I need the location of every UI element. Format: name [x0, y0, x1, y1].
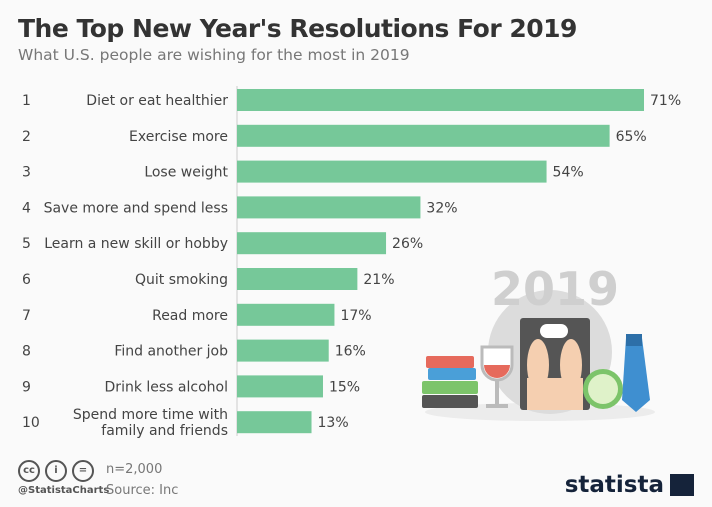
category-label: Find another job	[114, 344, 228, 360]
creative-commons-icons: cc i =	[18, 460, 94, 482]
resolutions-illustration: 2019	[422, 262, 655, 421]
value-label: 15%	[329, 379, 360, 395]
category-label: Read more	[152, 308, 228, 324]
value-label: 13%	[318, 415, 349, 431]
rank-label: 2	[22, 129, 31, 145]
bar	[237, 303, 335, 326]
chart-subtitle: What U.S. people are wishing for the mos…	[18, 46, 410, 64]
value-label: 71%	[650, 93, 681, 109]
rank-label: 6	[22, 272, 31, 288]
value-label: 17%	[340, 308, 371, 324]
bar	[237, 89, 644, 111]
year-2019-text: 2019	[491, 262, 619, 316]
bar	[237, 268, 358, 290]
by-icon: i	[45, 460, 67, 482]
value-label: 32%	[426, 200, 457, 216]
rank-label: 5	[22, 236, 31, 252]
value-label: 65%	[616, 129, 647, 145]
rank-label: 4	[22, 200, 31, 216]
category-label: family and friends	[101, 423, 228, 439]
category-label: Quit smoking	[135, 272, 228, 288]
value-label: 21%	[363, 272, 394, 288]
value-label: 54%	[553, 165, 584, 181]
category-label: Exercise more	[129, 129, 228, 145]
bar	[237, 160, 547, 183]
value-label: 26%	[392, 236, 423, 252]
source: Source: Inc	[106, 483, 179, 498]
rank-label: 9	[22, 379, 31, 395]
rank-label: 3	[22, 165, 31, 181]
chart-title: The Top New Year's Resolutions For 2019	[18, 14, 577, 43]
rank-label: 7	[22, 308, 31, 324]
rank-label: 1	[22, 93, 31, 109]
bar	[237, 411, 312, 434]
category-label: Diet or eat healthier	[86, 93, 228, 109]
value-label: 16%	[335, 344, 366, 360]
twitter-handle[interactable]: @StatistaCharts	[18, 485, 110, 496]
statista-logo[interactable]: statista	[565, 472, 694, 498]
rank-label: 8	[22, 344, 31, 360]
category-label: Drink less alcohol	[105, 379, 228, 395]
sample-size: n=2,000	[106, 462, 163, 477]
bar	[237, 375, 323, 398]
rank-label: 10	[22, 415, 40, 431]
category-label: Spend more time with	[73, 407, 228, 423]
bar	[237, 232, 387, 255]
cc-icon: cc	[18, 460, 40, 482]
nd-icon: =	[72, 460, 94, 482]
category-label: Lose weight	[144, 165, 228, 181]
category-label: Learn a new skill or hobby	[44, 236, 228, 252]
logo-text: statista	[564, 472, 664, 498]
bar	[237, 124, 610, 147]
bar	[237, 339, 329, 362]
statista-mark-icon	[670, 474, 694, 496]
bar	[237, 196, 421, 219]
category-label: Save more and spend less	[44, 200, 228, 216]
